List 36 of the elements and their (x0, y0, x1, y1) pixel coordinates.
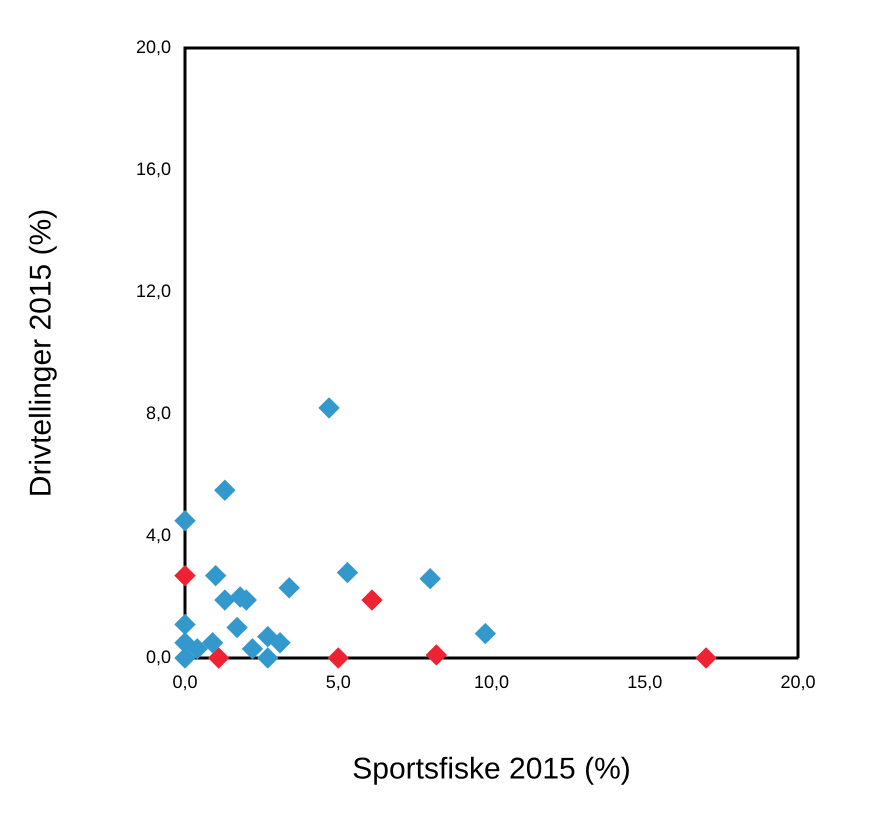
point (205, 565, 226, 586)
x-tick-label: 5,0 (326, 672, 351, 692)
point (270, 632, 291, 654)
point (328, 648, 349, 668)
point (174, 510, 196, 532)
point (336, 562, 358, 584)
point (202, 632, 224, 654)
point (257, 626, 278, 648)
point (242, 638, 263, 660)
y-tick-label: 20,0 (136, 36, 171, 57)
x-axis-title: Sportsfiske 2015 (%) (352, 752, 631, 786)
point (174, 614, 196, 635)
point (426, 644, 447, 666)
x-tick-label: 10,0 (474, 672, 510, 692)
point (257, 648, 278, 668)
point (186, 638, 208, 660)
x-tick-label: 15,0 (627, 672, 662, 692)
point (474, 623, 496, 644)
point (420, 568, 441, 590)
point (214, 590, 236, 611)
point (174, 565, 196, 586)
point (361, 590, 382, 611)
y-tick-label: 12,0 (136, 280, 171, 301)
point (226, 617, 248, 638)
point (696, 648, 717, 668)
y-tick-label: 4,0 (146, 524, 171, 545)
x-tick-label: 0,0 (172, 672, 198, 692)
y-tick-label: 8,0 (146, 402, 171, 423)
x-tick-label: 20,0 (780, 672, 816, 692)
y-axis-title: Drivtellinger 2015 (%) (24, 208, 58, 498)
y-tick-label: 16,0 (136, 158, 171, 179)
point (214, 480, 236, 501)
point (208, 648, 230, 668)
point (318, 397, 340, 418)
y-tick-label: 0,0 (146, 646, 171, 667)
point (278, 577, 300, 598)
